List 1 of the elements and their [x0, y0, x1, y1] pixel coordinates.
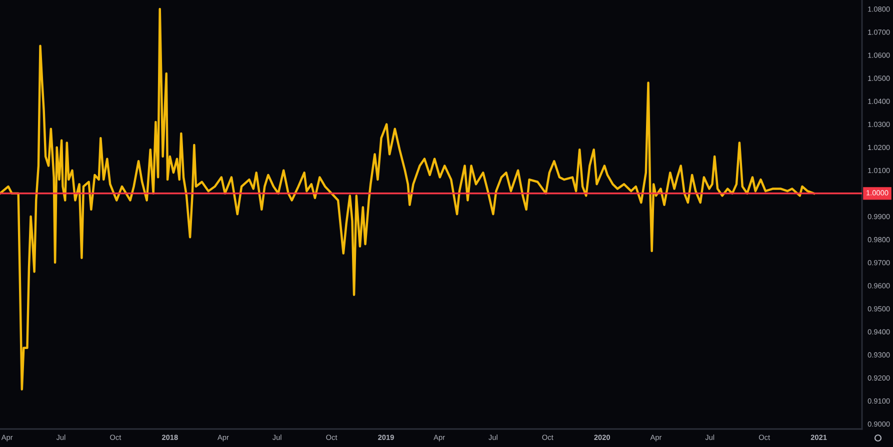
line-series: [0, 8, 816, 390]
